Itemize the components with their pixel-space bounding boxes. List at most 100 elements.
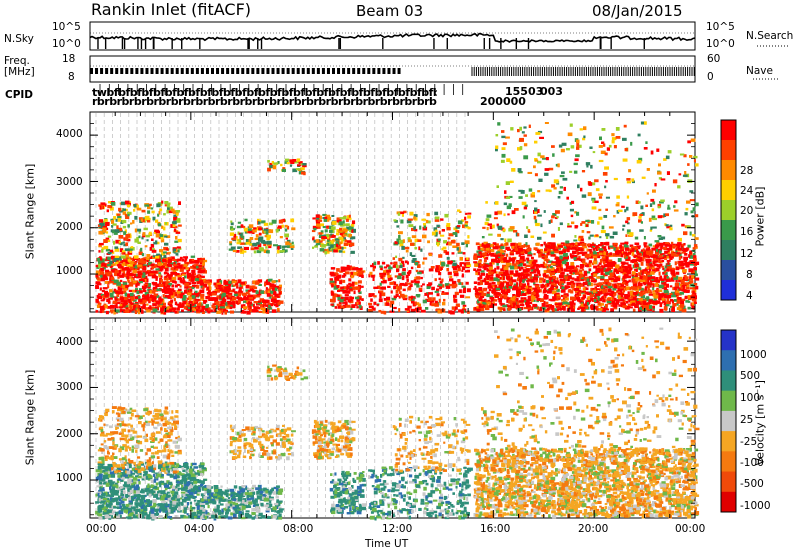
power-cell xyxy=(386,272,390,276)
power-cell xyxy=(560,308,565,311)
power-cell xyxy=(487,300,492,303)
power-cell xyxy=(258,232,262,236)
power-cell xyxy=(124,263,129,266)
power-cell xyxy=(555,288,560,292)
power-cell xyxy=(516,298,519,302)
power-cell xyxy=(547,248,551,252)
power-cell xyxy=(465,212,468,215)
power-cell xyxy=(665,304,670,307)
power-cell xyxy=(331,226,336,230)
power-cell xyxy=(580,248,583,252)
power-cell xyxy=(613,292,617,296)
power-cell xyxy=(177,304,182,308)
power-cell xyxy=(677,253,682,256)
power-cell xyxy=(220,306,225,309)
power-cell xyxy=(386,264,390,267)
power-cell xyxy=(403,210,407,214)
power-cell xyxy=(175,219,181,223)
power-cell xyxy=(438,277,441,280)
power-cell xyxy=(459,210,462,213)
power-cell xyxy=(652,290,656,293)
power-cell xyxy=(407,287,411,291)
power-cell xyxy=(604,271,610,275)
power-cell xyxy=(461,242,465,245)
power-cell xyxy=(683,283,687,287)
power-cell xyxy=(157,202,163,205)
power-cell xyxy=(658,284,664,289)
power-cell xyxy=(338,230,343,233)
power-cell xyxy=(493,277,498,281)
power-cell xyxy=(201,264,205,269)
power-cell xyxy=(529,276,532,280)
power-cell xyxy=(635,279,639,282)
power-cell xyxy=(613,268,617,273)
power-cell xyxy=(258,247,264,251)
power-cell xyxy=(667,265,672,269)
power-cell xyxy=(692,254,696,258)
power-cell xyxy=(157,262,162,266)
power-cell xyxy=(391,297,397,301)
power-cell xyxy=(201,275,205,278)
power-cell xyxy=(506,297,512,300)
power-cell xyxy=(429,302,432,306)
power-cell xyxy=(593,256,598,259)
power-cell xyxy=(623,262,629,265)
power-cell xyxy=(107,300,111,304)
power-cell xyxy=(574,287,580,292)
power-cell xyxy=(168,202,171,205)
power-cell xyxy=(195,265,199,269)
beam-title: Beam 03 xyxy=(356,2,424,20)
power-cell xyxy=(141,279,145,283)
power-cell xyxy=(170,267,175,271)
power-cell xyxy=(379,273,384,278)
power-cell xyxy=(487,285,493,289)
power-cell xyxy=(490,243,494,248)
power-cell xyxy=(593,279,596,283)
power-cell xyxy=(361,285,364,288)
power-cell xyxy=(125,242,129,247)
power-cell xyxy=(606,298,611,301)
power-cell xyxy=(508,300,512,304)
power-cell xyxy=(606,268,611,271)
freq-mark xyxy=(170,68,174,74)
power-cell xyxy=(167,295,170,298)
power-cell xyxy=(639,256,643,261)
power-cell xyxy=(493,291,496,295)
power-cell xyxy=(346,264,350,268)
power-cell xyxy=(111,225,114,228)
power-cell xyxy=(127,293,132,298)
power-cell xyxy=(629,306,633,309)
power-cell xyxy=(185,267,189,270)
power-cell xyxy=(449,275,453,278)
power-cell xyxy=(693,267,697,271)
power-cell xyxy=(241,292,245,296)
power-cell xyxy=(101,262,106,266)
power-cell xyxy=(627,291,630,295)
power-cell xyxy=(262,299,267,303)
power-cell xyxy=(467,310,470,314)
freq-mark xyxy=(387,68,391,74)
power-cell xyxy=(122,211,126,215)
power-cell xyxy=(554,308,557,311)
power-cell xyxy=(612,304,617,308)
power-cell xyxy=(634,268,637,271)
power-cell xyxy=(221,285,226,289)
power-cell xyxy=(190,255,196,258)
power-cell xyxy=(543,269,548,274)
power-cell xyxy=(513,296,516,299)
xtick-0: 00:00 xyxy=(86,523,117,535)
power-cell xyxy=(97,293,103,296)
power-cell xyxy=(129,264,133,267)
power-cell xyxy=(589,264,592,268)
power-cell xyxy=(522,275,528,279)
power-cell xyxy=(372,267,375,272)
power-cell xyxy=(396,225,399,228)
power-cell xyxy=(543,300,546,305)
power-cell xyxy=(113,216,117,220)
power-cell xyxy=(381,292,386,297)
power-cell xyxy=(160,252,166,256)
power-cell xyxy=(414,282,420,286)
power-cell xyxy=(336,232,339,236)
power-cell xyxy=(176,303,179,306)
power-cell xyxy=(655,267,660,272)
